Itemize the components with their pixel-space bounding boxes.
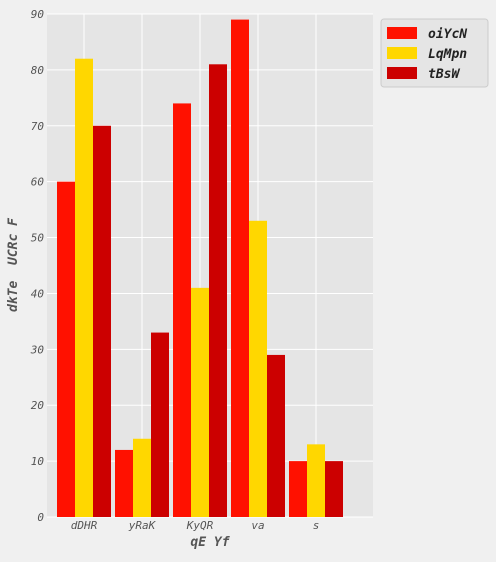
y-axis-title: dkTe UCRc F	[6, 217, 21, 312]
x-tick-labels: dDHR yRaK KyQR va s	[71, 519, 320, 532]
y-tick-label: 50	[31, 232, 45, 245]
legend-label: tBsW	[428, 67, 460, 82]
bar	[249, 221, 267, 517]
y-tick-label: 30	[30, 343, 45, 356]
bar	[151, 333, 169, 517]
y-tick-label: 40	[31, 287, 45, 300]
bar	[133, 439, 151, 517]
legend: oiYcN LqMpn tBsW	[381, 19, 488, 87]
legend-label: oiYcN	[428, 27, 467, 42]
bar	[191, 288, 209, 517]
legend-swatch	[387, 27, 417, 39]
x-tick-label: s	[313, 519, 320, 532]
bar	[231, 20, 249, 517]
legend-swatch	[387, 67, 417, 79]
bar	[209, 64, 227, 517]
x-axis-title: qE Yf	[190, 535, 230, 550]
x-tick-label: va	[251, 519, 264, 532]
bar	[325, 461, 343, 517]
y-tick-label: 20	[31, 399, 45, 412]
bar	[57, 182, 75, 517]
bar	[173, 103, 191, 517]
legend-label: LqMpn	[428, 47, 467, 62]
bar	[115, 450, 133, 517]
y-tick-label: 0	[37, 511, 44, 524]
bar	[289, 461, 307, 517]
bar	[93, 126, 111, 517]
bar	[307, 444, 325, 517]
y-tick-label: 60	[31, 176, 45, 189]
y-tick-label: 80	[31, 64, 45, 77]
bar	[267, 355, 285, 517]
x-tick-label: dDHR	[71, 519, 98, 532]
y-tick-labels: 0 10 20 30 40 50 60 70 80 90	[30, 8, 45, 524]
legend-swatch	[387, 47, 417, 59]
x-tick-label: KyQR	[186, 519, 214, 532]
y-tick-label: 10	[31, 455, 45, 468]
bar	[75, 59, 93, 517]
y-tick-label: 70	[31, 120, 45, 133]
x-tick-label: yRaK	[128, 519, 157, 532]
y-tick-label: 90	[31, 8, 45, 21]
